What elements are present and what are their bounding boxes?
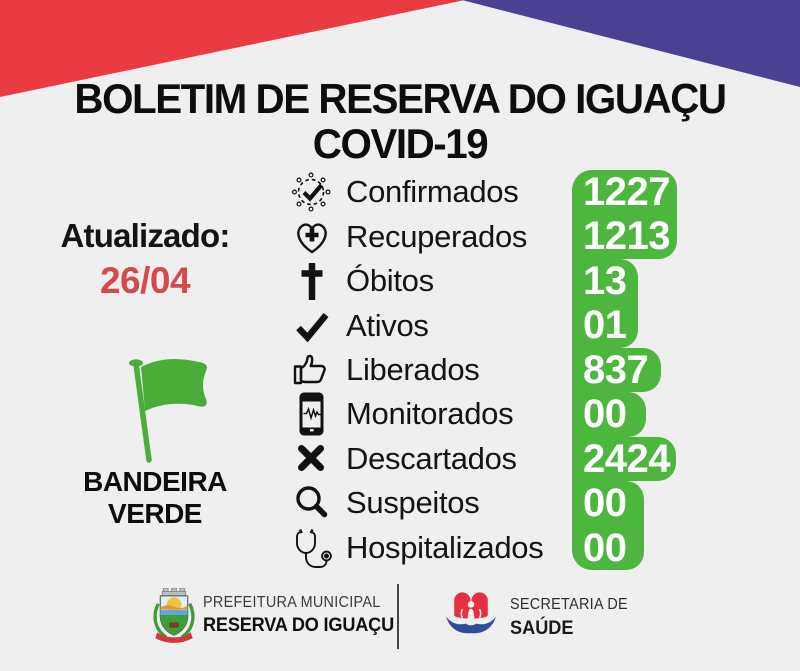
stat-row: Confirmados: [287, 170, 519, 214]
stat-row: Óbitos: [287, 259, 434, 303]
values-panel-segment: [572, 436, 676, 482]
x-icon: [287, 437, 337, 481]
stat-value: 2424: [583, 436, 670, 481]
stat-label: Descartados: [346, 440, 517, 476]
stat-row: Descartados: [287, 437, 517, 481]
stat-value: 1213: [583, 214, 670, 259]
updated-block: Atualizado: 26/04: [30, 217, 260, 302]
stat-row: Monitorados: [287, 392, 514, 436]
stat-row: Hospitalizados: [287, 526, 544, 570]
stat-value: 1227: [583, 170, 670, 214]
flag-label-line2: VERDE: [108, 498, 202, 529]
stethoscope-icon: [287, 526, 337, 570]
stat-label: Monitorados: [346, 396, 514, 432]
thumbs-up-icon: [287, 348, 337, 392]
checkmark-icon: [287, 304, 337, 348]
values-panel-segment: [572, 481, 644, 570]
health-secretariat-logo: [442, 590, 500, 638]
updated-label: Atualizado:: [60, 217, 230, 254]
stat-value: 13: [583, 258, 627, 303]
stat-value: 01: [583, 303, 627, 348]
stat-label: Óbitos: [346, 263, 434, 299]
green-flag-icon: [110, 354, 222, 470]
stat-value: 00: [583, 481, 627, 526]
stat-row: Suspeitos: [287, 481, 480, 525]
stat-row: Recuperados: [287, 214, 527, 258]
stat-value: 00: [583, 525, 627, 570]
prefeitura-line2: RESERVA DO IGUAÇU: [203, 614, 394, 636]
stat-label: Ativos: [346, 307, 429, 343]
prefeitura-line1: PREFEITURA MUNICIPAL: [203, 594, 381, 611]
stat-label: Confirmados: [346, 174, 519, 210]
secretaria-label: SECRETARIA DE SAÚDE: [510, 596, 628, 640]
flag-status-label: BANDEIRA VERDE: [30, 466, 280, 530]
page-title: BOLETIM DE RESERVA DO IGUAÇU COVID-19: [16, 78, 784, 165]
values-panel: [572, 170, 678, 570]
footer-divider: [397, 584, 399, 649]
updated-date: 26/04: [99, 260, 191, 301]
stat-label: Hospitalizados: [346, 529, 544, 565]
phone-monitor-icon: [287, 392, 337, 436]
values-panel-segment: [572, 392, 646, 437]
flag-label-line1: BANDEIRA: [83, 466, 227, 497]
cross-icon: [287, 259, 337, 303]
prefeitura-label: PREFEITURA MUNICIPAL RESERVA DO IGUAÇU: [203, 594, 394, 637]
virus-check-icon: [287, 170, 337, 214]
values-panel-segment: [572, 347, 661, 393]
secretaria-line2: SAÚDE: [510, 617, 574, 639]
stat-value: 837: [583, 347, 649, 392]
stat-value: 00: [583, 392, 627, 437]
blue-corner-banner: [462, 0, 800, 87]
stat-label: Recuperados: [346, 218, 528, 254]
stat-row: Ativos: [287, 303, 429, 347]
stat-label: Liberados: [346, 351, 480, 387]
stat-row: Liberados: [287, 348, 480, 392]
city-coat-of-arms: [151, 587, 197, 643]
magnifier-icon: [287, 481, 337, 525]
heart-plus-icon: [287, 215, 337, 259]
title-line2: COVID-19: [312, 120, 489, 167]
stat-label: Suspeitos: [346, 485, 480, 521]
values-panel-segment: [572, 170, 677, 259]
values-panel-segment: [572, 258, 638, 348]
secretaria-line1: SECRETARIA DE: [510, 596, 628, 613]
title-line1: BOLETIM DE RESERVA DO IGUAÇU: [74, 75, 727, 122]
